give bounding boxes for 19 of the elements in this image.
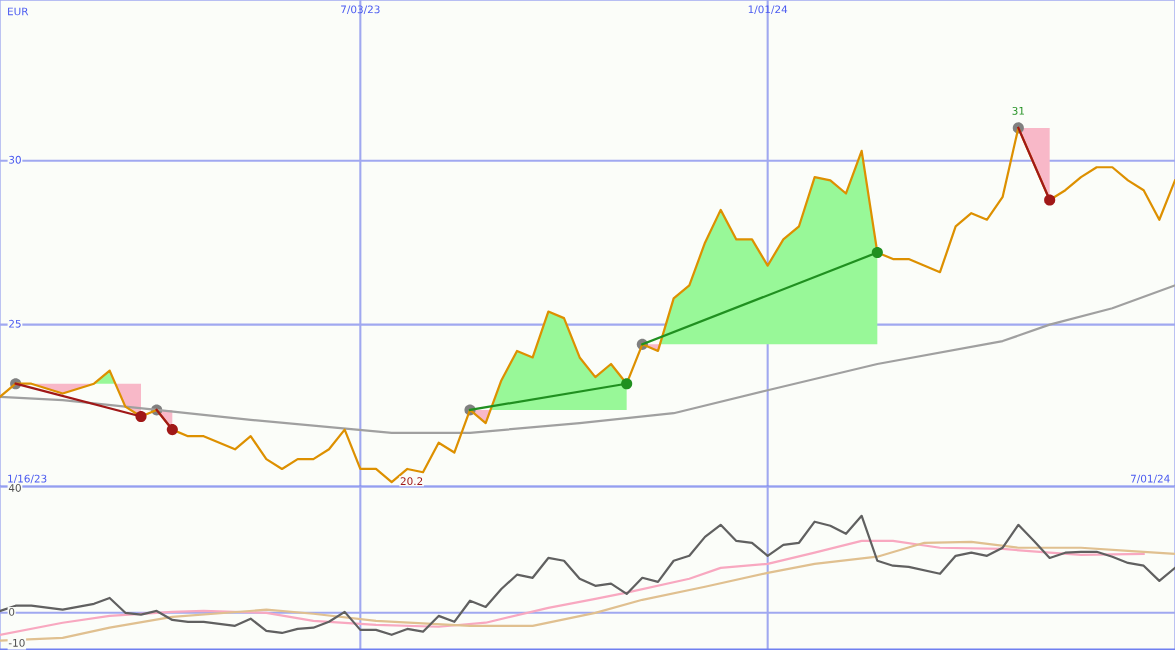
y-tick-label: -10 xyxy=(8,638,25,647)
point xyxy=(1044,194,1056,206)
line-series xyxy=(0,284,1175,434)
line-series xyxy=(0,514,1175,636)
point xyxy=(871,246,883,259)
x-tick-label: 7/03/23 xyxy=(341,5,380,15)
annotation: 1/16/23 xyxy=(8,474,47,484)
y-tick-label: 25 xyxy=(9,319,21,328)
point xyxy=(621,378,633,390)
point xyxy=(135,410,147,423)
annotation: 20.2 xyxy=(400,477,423,486)
y-tick-label: 40 xyxy=(8,484,21,492)
y-tick-label: 30 xyxy=(9,155,21,164)
x-tick-label: 1/01/24 xyxy=(748,5,788,15)
annotation: 31 xyxy=(1012,106,1024,115)
annotation: 7/01/24 xyxy=(1131,474,1170,484)
point xyxy=(166,424,178,436)
y-tick-label: 0 xyxy=(9,607,15,616)
y-axis-title: EUR xyxy=(8,7,29,16)
